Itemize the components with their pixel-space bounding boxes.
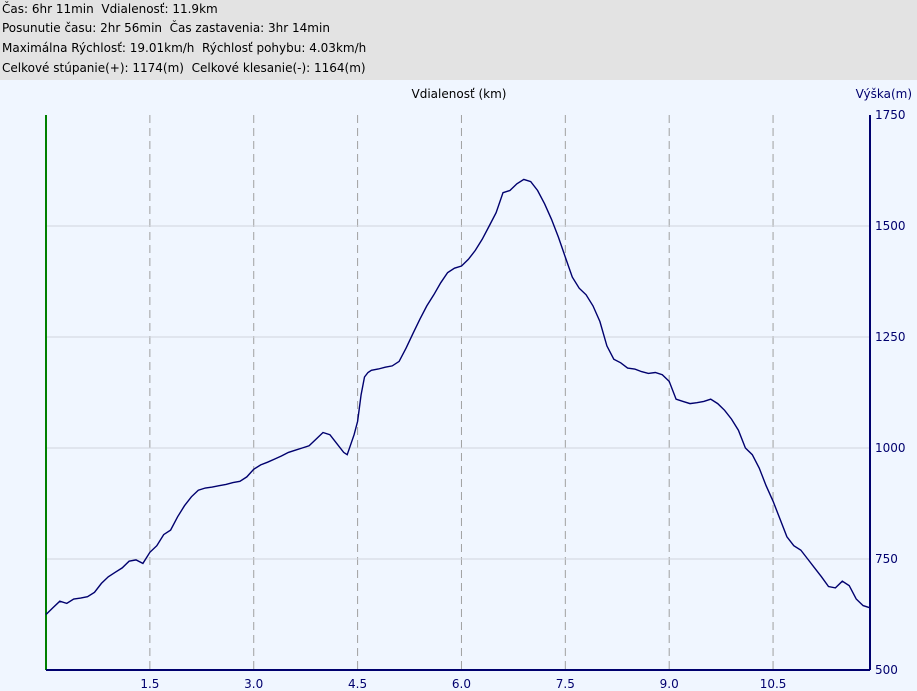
stats-time-distance: Čas: 6hr 11min Vdialenosť: 11.9km xyxy=(2,2,218,16)
x-axis-title: Vdialenosť (km) xyxy=(412,87,507,101)
y-tick-label: 1750 xyxy=(875,108,906,122)
stats-ascent-descent: Celkové stúpanie(+): 1174(m) Celkové kle… xyxy=(2,61,366,75)
y-tick-labels: 500 750 1000 1250 1500 1750 xyxy=(875,108,906,677)
y-tick-label: 1250 xyxy=(875,330,906,344)
trip-stats-panel: Čas: 6hr 11min Vdialenosť: 11.9km Posunu… xyxy=(0,0,917,80)
elevation-profile-chart: 1.5 3.0 4.5 6.0 7.5 9.0 10.5 500 750 1000 1250 150… xyxy=(45,87,912,691)
x-tick-label: 7.5 xyxy=(556,677,575,691)
x-tick-labels: 1.5 3.0 4.5 6.0 7.5 9.0 10.5 xyxy=(140,677,786,691)
stats-moving-stopped-time: Posunutie času: 2hr 56min Čas zastavenia… xyxy=(2,21,330,35)
x-tick-label: 3.0 xyxy=(244,677,263,691)
grid-lines xyxy=(46,115,870,670)
y-tick-label: 750 xyxy=(875,552,898,566)
x-tick-label: 9.0 xyxy=(660,677,679,691)
stats-speed: Maximálna Rýchlosť: 19.01km/h Rýchlosť p… xyxy=(2,41,367,55)
elevation-series-line xyxy=(45,178,871,616)
x-tick-label: 6.0 xyxy=(452,677,471,691)
y-tick-label: 500 xyxy=(875,663,898,677)
y-tick-label: 1000 xyxy=(875,441,906,455)
x-tick-label: 1.5 xyxy=(140,677,159,691)
y-tick-label: 1500 xyxy=(875,219,906,233)
x-tick-label: 10.5 xyxy=(760,677,787,691)
y-axis-title: Výška(m) xyxy=(856,87,912,101)
x-tick-label: 4.5 xyxy=(348,677,367,691)
